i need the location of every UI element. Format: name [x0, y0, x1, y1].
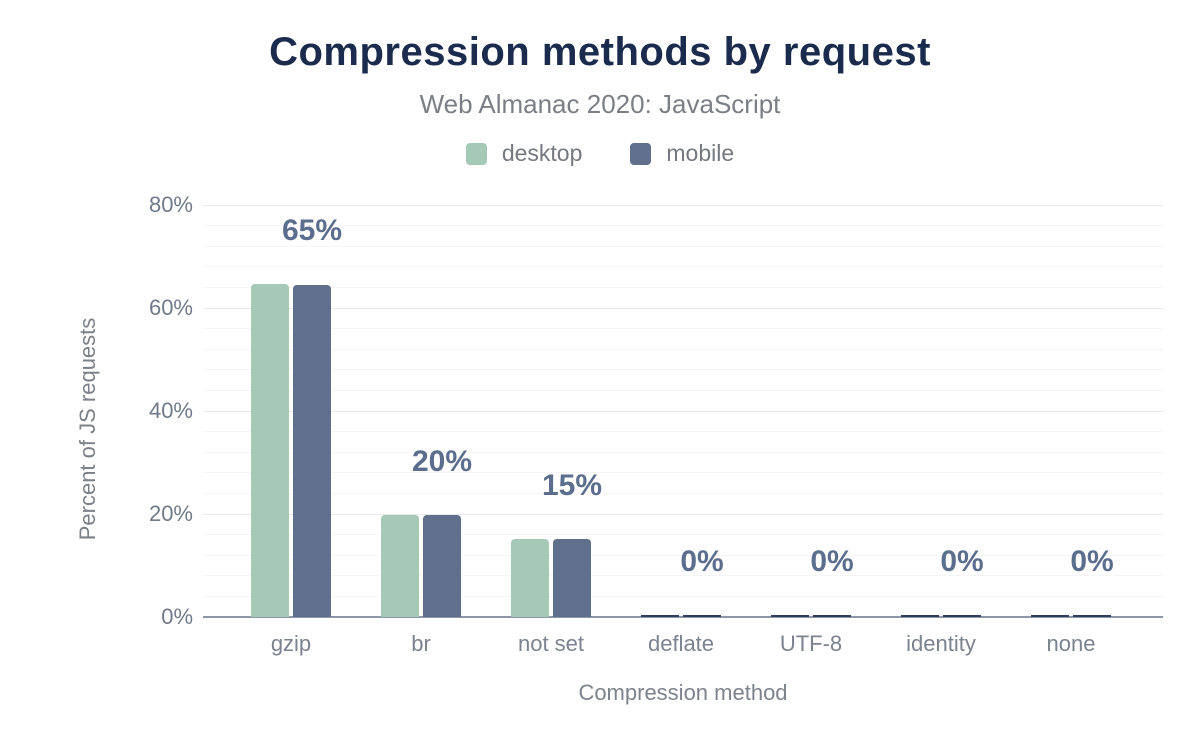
- legend-item-desktop: desktop: [465, 140, 583, 167]
- mobile-bar[interactable]: [423, 514, 461, 617]
- major-gridline: [203, 204, 1163, 206]
- minor-gridline: [203, 286, 1163, 288]
- minor-gridline: [203, 595, 1163, 597]
- data-label: 65%: [281, 214, 343, 248]
- x-category-label: deflate: [647, 631, 715, 656]
- data-label: 0%: [680, 544, 724, 578]
- bars-area: 65% 20% 15% 0% 0% 0% 0%: [226, 205, 1136, 617]
- minor-gridline: [203, 245, 1163, 247]
- minor-gridline: [203, 451, 1163, 453]
- x-category-label: UTF-8: [779, 631, 843, 656]
- bar-group-gzip: 65%: [226, 205, 356, 617]
- desktop-bar[interactable]: [771, 614, 809, 617]
- minor-gridline: [203, 348, 1163, 350]
- bar-group-UTF-8: 0%: [746, 205, 876, 617]
- data-label: 20%: [411, 444, 473, 478]
- legend-label: desktop: [501, 140, 583, 166]
- mobile-bar[interactable]: [1073, 614, 1111, 617]
- minor-gridline: [203, 575, 1163, 577]
- legend-item-mobile: mobile: [630, 140, 734, 167]
- desktop-bar[interactable]: [251, 284, 289, 617]
- major-gridline: [203, 410, 1163, 412]
- minor-gridline: [203, 266, 1163, 268]
- y-tick-label: 0%: [161, 604, 193, 629]
- bar-group-none: 0%: [1006, 205, 1136, 617]
- minor-gridline: [203, 369, 1163, 371]
- bar-group-deflate: 0%: [616, 205, 746, 617]
- minor-gridline: [203, 328, 1163, 330]
- data-label: 0%: [810, 544, 854, 578]
- x-axis-line: [203, 616, 1163, 618]
- y-tick-label: 40%: [148, 398, 193, 423]
- minor-gridline: [203, 472, 1163, 474]
- desktop-bar[interactable]: [641, 614, 679, 617]
- data-label: 0%: [1070, 544, 1114, 578]
- x-category-labels: gzip br not set deflate UTF-8 identity none: [226, 631, 1136, 657]
- mobile-bar[interactable]: [683, 614, 721, 617]
- major-gridline: [203, 513, 1163, 515]
- chart-title: Compression methods by request: [269, 30, 931, 74]
- mobile-swatch-icon: [630, 142, 652, 165]
- bar-group-identity: 0%: [876, 205, 1006, 617]
- minor-gridline: [203, 431, 1163, 433]
- y-axis-title: Percent of JS requests: [75, 317, 100, 541]
- minor-gridline: [203, 225, 1163, 227]
- chart-subtitle: Web Almanac 2020: JavaScript: [419, 89, 781, 119]
- minor-gridline: [203, 554, 1163, 556]
- x-category-label: br: [411, 631, 431, 656]
- y-tick-label: 80%: [148, 192, 193, 217]
- x-category-label: identity: [906, 631, 976, 656]
- bar-group-br: 20%: [356, 205, 486, 617]
- plot-area: 65% 20% 15% 0% 0% 0% 0%: [203, 204, 1163, 618]
- mobile-bar[interactable]: [813, 614, 851, 617]
- chart-legend: desktop mobile: [0, 140, 1200, 167]
- y-tick-label: 60%: [148, 295, 193, 320]
- data-label: 15%: [541, 469, 603, 503]
- x-category-label: gzip: [270, 631, 312, 656]
- data-label: 0%: [940, 544, 984, 578]
- x-axis-title: Compression method: [578, 680, 788, 705]
- major-gridline: [203, 307, 1163, 309]
- mobile-bar[interactable]: [553, 539, 591, 617]
- desktop-bar[interactable]: [381, 514, 419, 617]
- x-category-label: not set: [517, 631, 585, 656]
- x-category-label: none: [1046, 631, 1096, 656]
- minor-gridline: [203, 492, 1163, 494]
- desktop-bar[interactable]: [901, 614, 939, 617]
- desktop-swatch-icon: [465, 142, 487, 165]
- y-tick-label: 20%: [148, 501, 193, 526]
- minor-gridline: [203, 389, 1163, 391]
- desktop-bar[interactable]: [1031, 614, 1069, 617]
- minor-gridline: [203, 534, 1163, 536]
- bar-group-not-set: 15%: [486, 205, 616, 617]
- mobile-bar[interactable]: [943, 614, 981, 617]
- desktop-bar[interactable]: [511, 539, 549, 617]
- mobile-bar[interactable]: [293, 284, 331, 617]
- legend-label: mobile: [666, 140, 735, 166]
